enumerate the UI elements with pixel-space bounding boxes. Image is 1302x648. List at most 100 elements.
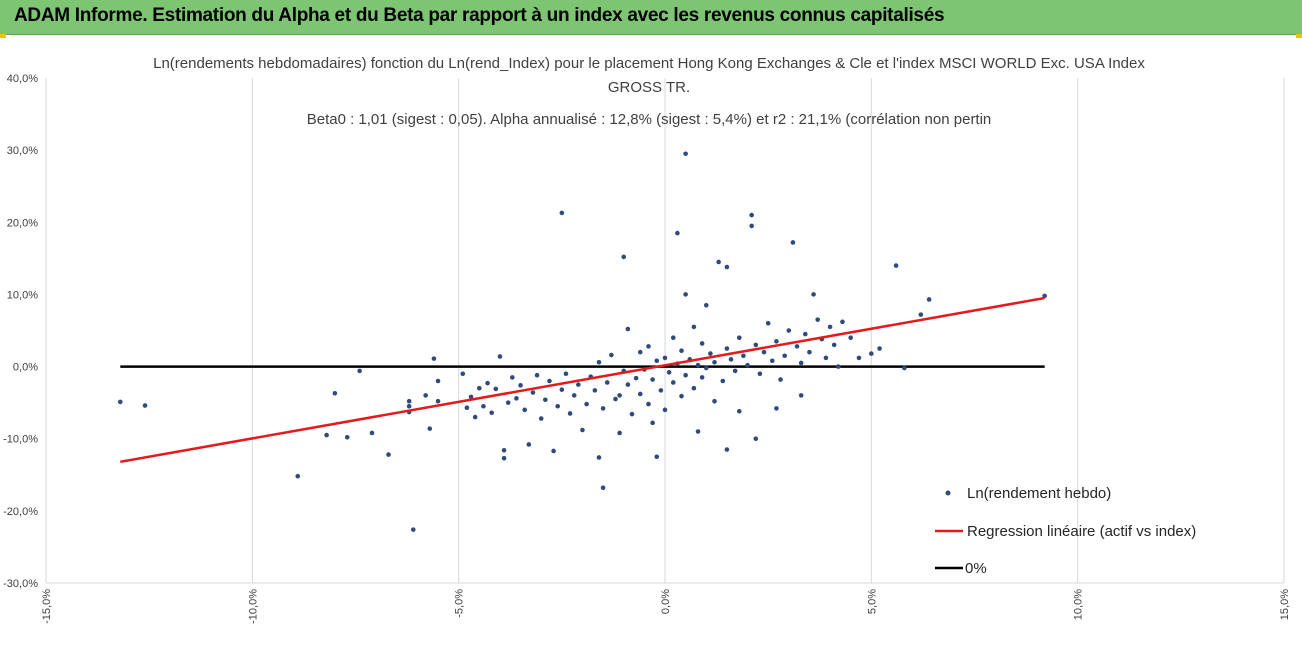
page-title: ADAM Informe. Estimation du Alpha et du … <box>14 5 945 26</box>
data-point <box>798 393 804 398</box>
data-point <box>617 393 622 398</box>
chart-area: -15,0% -10,0% -5,0% 0,0% 5,0% 10,0% 15,0% -30,0… <box>0 38 1302 648</box>
data-point <box>658 388 664 393</box>
data-point <box>559 210 565 216</box>
data-point <box>728 357 734 362</box>
data-point <box>613 396 618 402</box>
data-point <box>848 335 853 341</box>
data-point <box>543 397 548 403</box>
data-point <box>683 151 688 157</box>
y-tick-label: -10,0% <box>3 434 38 446</box>
data-point <box>650 377 655 382</box>
data-point <box>836 364 841 369</box>
data-point <box>477 385 482 391</box>
data-point <box>650 420 655 426</box>
data-point <box>576 382 581 387</box>
data-point <box>295 473 301 479</box>
data-point <box>683 292 688 297</box>
data-point <box>117 399 123 405</box>
data-point <box>501 455 507 461</box>
x-tick-label: 5,0% <box>866 589 878 614</box>
data-point <box>534 372 540 378</box>
data-point <box>485 380 490 386</box>
legend-label: Ln(rendement hebdo) <box>967 485 1111 502</box>
y-tick-label: 20,0% <box>7 217 38 229</box>
data-point <box>893 263 899 268</box>
data-point <box>699 375 705 380</box>
data-point <box>472 414 478 420</box>
y-tick-label: -30,0% <box>3 578 38 590</box>
data-point <box>794 344 800 349</box>
data-point <box>815 317 820 322</box>
data-point <box>344 434 350 440</box>
data-point <box>654 454 660 460</box>
data-point <box>637 391 643 397</box>
data-point <box>869 351 874 356</box>
data-point <box>765 320 771 326</box>
data-point <box>580 427 585 433</box>
y-tick-label: -20,0% <box>3 506 38 518</box>
data-point <box>691 385 697 391</box>
data-point <box>332 390 338 396</box>
data-point <box>481 403 486 409</box>
data-point <box>567 411 573 416</box>
data-point <box>749 223 754 229</box>
data-point <box>790 240 796 245</box>
data-point <box>609 352 614 358</box>
data-point <box>621 254 627 260</box>
data-point <box>324 432 329 438</box>
data-point <box>633 375 639 381</box>
data-point <box>505 400 511 405</box>
data-point <box>514 396 519 401</box>
data-point <box>811 292 816 297</box>
data-point <box>769 358 775 364</box>
data-point <box>703 365 709 371</box>
data-point <box>712 398 717 404</box>
data-point <box>666 370 672 375</box>
data-point <box>749 212 754 218</box>
data-point <box>757 371 763 377</box>
data-point <box>551 448 556 454</box>
data-point <box>629 411 635 417</box>
data-point <box>708 351 713 356</box>
header-banner: ADAM Informe. Estimation du Alpha et du … <box>0 0 1302 35</box>
chart-title-line: GROSS TR. <box>608 79 690 96</box>
data-point <box>406 403 412 409</box>
y-tick-label: 0,0% <box>13 362 38 374</box>
data-point <box>584 401 589 407</box>
data-point <box>625 326 631 332</box>
data-point <box>724 264 730 270</box>
data-point <box>679 348 684 354</box>
data-point <box>654 358 660 364</box>
data-point <box>695 362 701 368</box>
data-point <box>778 377 783 382</box>
x-tick-label: -15,0% <box>41 589 53 624</box>
data-point <box>559 387 565 392</box>
corner-mark-left <box>0 34 6 38</box>
data-point <box>518 383 523 388</box>
legend-label: Regression linéaire (actif vs index) <box>967 523 1196 540</box>
y-tick-label: 30,0% <box>7 145 38 157</box>
data-point <box>798 360 804 366</box>
data-point <box>902 365 907 371</box>
data-point <box>592 388 598 393</box>
data-point <box>823 355 829 361</box>
x-tick-label: 10,0% <box>1073 589 1085 620</box>
data-point <box>369 430 375 436</box>
x-tick-label: -5,0% <box>454 589 466 618</box>
data-point <box>662 407 668 413</box>
data-point <box>357 368 362 374</box>
data-point <box>410 527 416 532</box>
data-point <box>489 410 494 416</box>
data-point <box>617 430 622 436</box>
x-tick-label: 0,0% <box>660 589 672 614</box>
data-point <box>691 324 697 330</box>
data-point <box>427 426 433 431</box>
data-point <box>670 335 676 341</box>
data-point <box>679 393 684 399</box>
y-tick-label: 10,0% <box>7 289 38 301</box>
data-point <box>435 398 441 404</box>
data-point <box>782 353 787 359</box>
data-point <box>736 409 742 414</box>
data-point <box>530 390 536 395</box>
